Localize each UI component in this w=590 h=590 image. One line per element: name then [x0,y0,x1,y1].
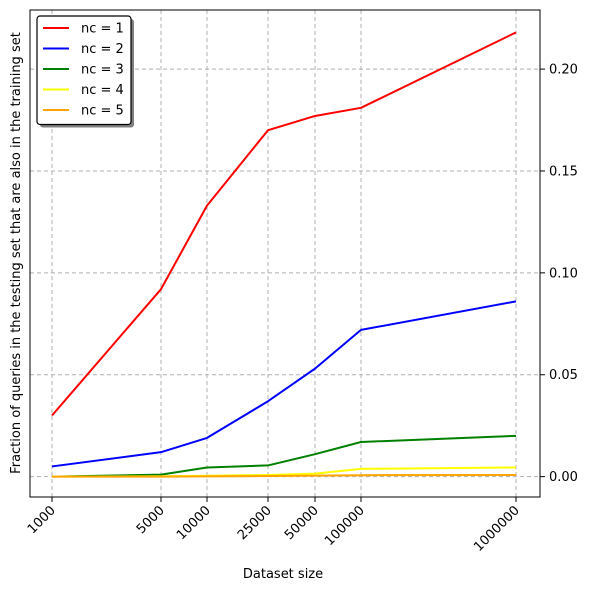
y-tick-label: 0.00 [549,470,578,485]
legend-box [36,15,132,126]
x-tick-label: 5000 [134,503,168,537]
legend-entry-label: nc = 2 [81,42,124,57]
series-lines [51,31,517,478]
x-axis-label: Dataset size [243,567,323,582]
x-tick-label: 50000 [282,503,322,543]
legend-entry-label: nc = 1 [81,22,124,37]
legend-entry-label: nc = 3 [81,63,124,78]
y-tick-label: 0.05 [549,368,578,383]
legend-entry-label: nc = 5 [81,104,124,119]
x-tick-label: 1000000 [471,503,523,555]
y-tick-label: 0.15 [549,164,578,179]
series-line-nc-5 [52,473,517,478]
y-axis-label: Fraction of queries in the testing set t… [9,32,24,474]
y-tick-label: 0.20 [549,63,578,78]
series-line-nc-1 [51,31,517,417]
legend: nc = 1 nc = 2 nc = 3 nc = 4 nc = 5 [36,15,134,128]
series-line-nc-3 [51,434,517,478]
x-tick-label: 10000 [174,503,214,543]
y-tick-label: 0.10 [549,266,578,281]
series-line-nc-2 [51,300,517,468]
x-tick-label: 1000 [25,503,59,537]
plot-frame [29,9,541,498]
legend-entry-label: nc = 4 [81,83,124,98]
y-axis-ticks: 0.00 0.05 0.10 0.15 0.20 [540,63,578,485]
x-tick-label: 100000 [322,503,368,549]
x-tick-label: 25000 [235,503,275,543]
x-axis-ticks: 1000 5000 10000 25000 50000 100000 1000000 [25,497,523,555]
